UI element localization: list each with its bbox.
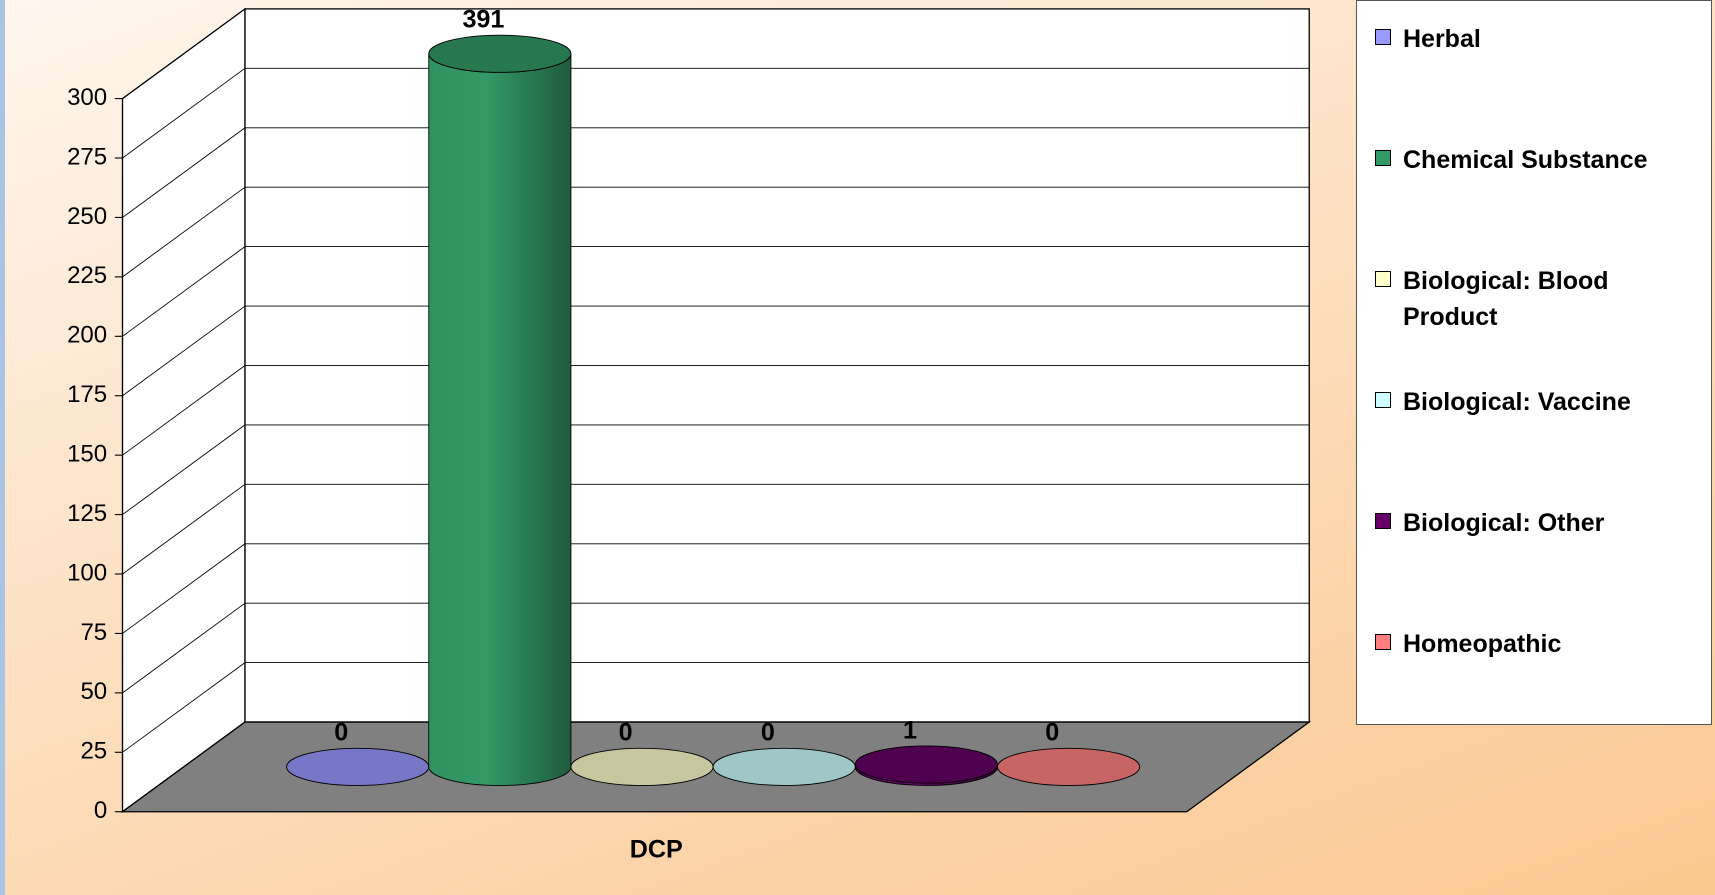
bar-top-shade <box>428 35 571 73</box>
bar-top-shade <box>570 748 714 786</box>
grid-line <box>122 543 246 634</box>
legend-entry: Herbal <box>1375 21 1711 142</box>
bar <box>428 34 572 786</box>
grid-line <box>122 365 246 456</box>
legend-swatch <box>1375 150 1391 166</box>
y-tick-label: 200 <box>67 322 107 349</box>
legend: Herbal Chemical Substance Biological: Bloo… <box>1356 0 1712 725</box>
bar-top <box>997 747 1141 786</box>
bar <box>997 747 1141 786</box>
grid-line <box>122 8 246 99</box>
legend-label: Chemical Substance <box>1403 146 1648 174</box>
category-label: DCP <box>630 836 683 864</box>
data-label: 391 <box>462 6 504 34</box>
legend-entry: Homeopathic <box>1375 626 1711 747</box>
legend-entry: Chemical Substance <box>1375 142 1711 263</box>
grid-line <box>122 246 246 337</box>
bar-top-shade <box>855 745 998 784</box>
legend-swatch <box>1375 634 1391 650</box>
grid-line <box>122 662 246 753</box>
legend-swatch <box>1375 29 1391 45</box>
data-label: 1 <box>903 716 917 744</box>
y-tick-label: 250 <box>67 203 107 230</box>
legend-entry: Biological: Other <box>1375 505 1711 626</box>
grid-line <box>122 127 246 218</box>
legend-label: Biological: Vaccine <box>1403 388 1631 416</box>
bar <box>854 745 998 786</box>
bar-top <box>428 34 572 73</box>
data-label: 0 <box>761 719 775 747</box>
legend-swatch <box>1375 392 1391 408</box>
legend-label: Herbal <box>1403 25 1481 53</box>
legend-entry: Biological: Vaccine <box>1375 384 1711 505</box>
y-tick-label: 50 <box>80 678 107 705</box>
bar <box>712 747 856 786</box>
y-tick-label: 100 <box>67 559 107 586</box>
bar-top-shade <box>286 748 429 786</box>
y-tick-label: 225 <box>67 262 107 289</box>
legend-label: Biological: Other <box>1403 509 1605 537</box>
y-tick-label: 150 <box>67 441 107 468</box>
bar <box>570 747 714 786</box>
grid-line <box>122 424 246 515</box>
bar-shade <box>428 53 571 786</box>
bar-top <box>854 745 998 784</box>
y-tick-label: 275 <box>67 143 107 170</box>
legend-label: Homeopathic <box>1403 630 1562 658</box>
legend-entry: Biological: Blood Product <box>1375 263 1711 384</box>
y-tick-label: 75 <box>80 619 107 646</box>
y-tick-label: 25 <box>80 738 107 765</box>
bar <box>286 747 430 786</box>
bar-top-shade <box>713 748 856 786</box>
grid-line <box>122 186 246 278</box>
grid-line <box>122 483 246 575</box>
y-tick-label: 0 <box>94 797 107 824</box>
grid-line <box>122 305 246 397</box>
legend-label: Biological: Blood Product <box>1403 267 1609 331</box>
data-label: 0 <box>1045 719 1059 747</box>
y-tick-label: 125 <box>67 500 107 527</box>
data-label: 0 <box>334 719 348 747</box>
y-tick-label: 175 <box>67 381 107 408</box>
grid-line <box>122 602 246 694</box>
frame-edge <box>0 0 5 895</box>
legend-swatch <box>1375 513 1391 529</box>
data-label: 0 <box>619 719 633 747</box>
y-tick-label: 300 <box>67 84 107 111</box>
bar-top-shade <box>997 748 1140 786</box>
legend-swatch <box>1375 271 1391 287</box>
grid-line <box>122 67 246 159</box>
